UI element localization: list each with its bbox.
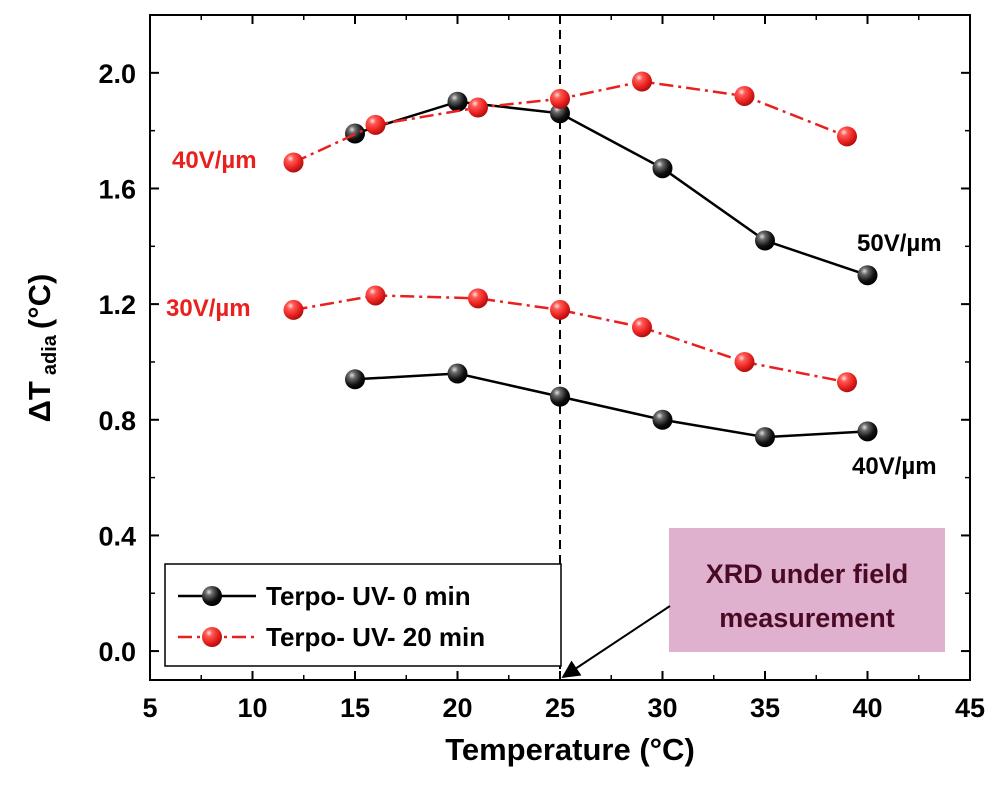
x-tick-label: 35 bbox=[750, 693, 780, 723]
annotation-black-40: 40V/µm bbox=[852, 453, 937, 480]
x-tick-labels: 5 10 15 20 25 30 35 40 45 bbox=[142, 693, 985, 723]
data-point bbox=[837, 126, 857, 147]
data-point bbox=[365, 114, 386, 135]
series-line bbox=[354, 372, 868, 439]
series-annotations: 40V/µm 30V/µm 50V/µm 40V/µm bbox=[166, 147, 942, 480]
axis-titles: Temperature (°C) ΔT adia (°C) bbox=[22, 274, 695, 767]
xrd-callout: XRD under field measurement bbox=[561, 528, 945, 678]
y-axis-label-main: ΔT bbox=[22, 381, 57, 422]
data-point bbox=[365, 285, 386, 306]
x-tick-label: 15 bbox=[340, 693, 370, 723]
series-1 bbox=[345, 363, 878, 448]
data-point bbox=[447, 363, 468, 384]
legend: Terpo- UV- 0 min Terpo- UV- 20 min bbox=[164, 563, 562, 667]
y-axis-label: ΔT adia (°C) bbox=[22, 274, 61, 423]
callout-box bbox=[669, 528, 945, 652]
data-point bbox=[857, 265, 878, 286]
data-point bbox=[755, 230, 775, 251]
legend-box bbox=[164, 563, 562, 667]
y-tick-label: 0.0 bbox=[98, 637, 136, 667]
data-point bbox=[447, 91, 468, 112]
x-tick-label: 5 bbox=[142, 693, 157, 723]
data-point bbox=[283, 299, 304, 320]
data-point bbox=[632, 317, 652, 338]
y-tick-label: 0.4 bbox=[98, 521, 136, 551]
x-tick-label: 40 bbox=[852, 693, 882, 723]
annotation-red-30: 30V/µm bbox=[166, 295, 251, 322]
x-tick-label: 20 bbox=[442, 693, 472, 723]
x-tick-label: 10 bbox=[237, 693, 267, 723]
data-point bbox=[550, 88, 570, 109]
data-point bbox=[550, 386, 570, 407]
annotation-black-50: 50V/µm bbox=[857, 230, 942, 257]
data-point bbox=[550, 299, 570, 320]
data-point bbox=[734, 351, 755, 372]
data-point bbox=[468, 288, 488, 309]
data-point bbox=[857, 421, 878, 442]
data-point bbox=[652, 409, 673, 430]
x-axis-label: Temperature (°C) bbox=[445, 732, 695, 767]
legend-marker-red bbox=[202, 627, 222, 647]
data-point bbox=[652, 158, 673, 179]
callout-line1: XRD under field bbox=[706, 559, 909, 589]
data-point bbox=[755, 427, 775, 448]
callout-line2: measurement bbox=[719, 603, 895, 633]
y-axis-label-sub: adia bbox=[39, 334, 61, 375]
series-3 bbox=[283, 285, 857, 393]
data-point bbox=[550, 103, 570, 124]
series-line bbox=[293, 294, 848, 384]
legend-label-red: Terpo- UV- 20 min bbox=[266, 622, 485, 652]
data-point bbox=[283, 152, 304, 173]
y-tick-label: 2.0 bbox=[98, 59, 136, 89]
x-tick-label: 45 bbox=[955, 693, 985, 723]
callout-arrow bbox=[561, 605, 671, 678]
data-point bbox=[837, 372, 857, 393]
data-point bbox=[734, 85, 755, 106]
x-tick-label: 30 bbox=[647, 693, 677, 723]
series-layer bbox=[283, 71, 878, 448]
series-line bbox=[354, 100, 868, 277]
data-point bbox=[468, 97, 488, 118]
series-0 bbox=[345, 91, 878, 286]
legend-label-black: Terpo- UV- 0 min bbox=[266, 581, 471, 611]
axis-ticks bbox=[149, 14, 971, 680]
y-tick-label: 1.2 bbox=[98, 290, 136, 320]
x-tick-label: 25 bbox=[545, 693, 575, 723]
annotation-red-40: 40V/µm bbox=[172, 147, 257, 174]
y-tick-labels: 0.0 0.4 0.8 1.2 1.6 2.0 bbox=[98, 59, 136, 667]
data-point bbox=[632, 71, 652, 92]
data-point bbox=[345, 369, 365, 390]
y-tick-label: 1.6 bbox=[98, 174, 136, 204]
legend-marker-black bbox=[202, 586, 222, 606]
series-2 bbox=[283, 71, 857, 173]
y-tick-label: 0.8 bbox=[98, 406, 136, 436]
y-axis-label-unit: (°C) bbox=[22, 274, 57, 329]
